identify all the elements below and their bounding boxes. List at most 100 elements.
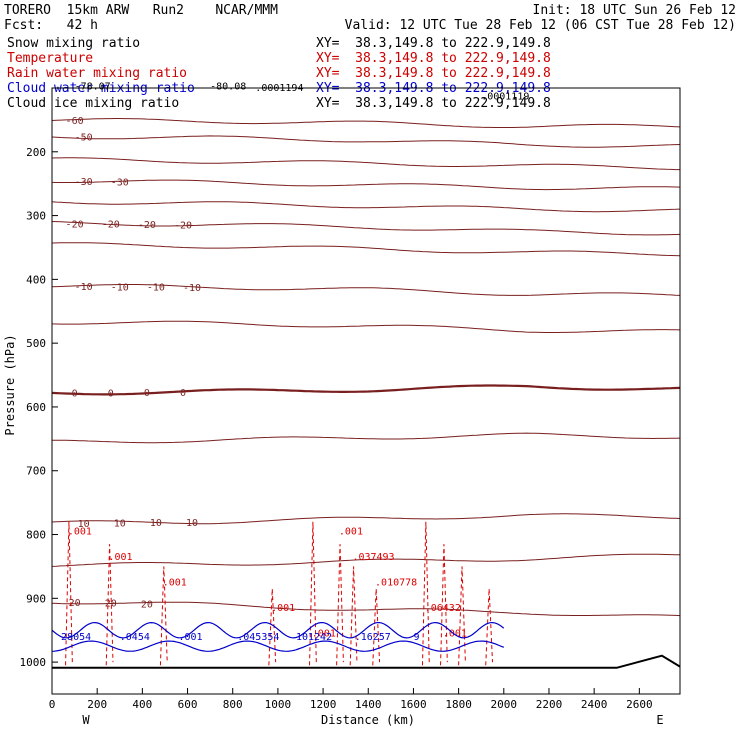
temperature-contour-line bbox=[51, 601, 681, 617]
temperature-contour-label: 0 bbox=[180, 388, 186, 399]
temperature-contour-line bbox=[51, 384, 681, 396]
legend-cloud-ice: Cloud ice mixing ratio bbox=[7, 96, 180, 111]
legend-temperature-xy: XY= 38.3,149.8 to 222.9,149.8 bbox=[316, 51, 551, 66]
cloud-water-contour-label: .045354 bbox=[237, 632, 279, 643]
rain-contour-line bbox=[421, 521, 430, 666]
x-tick-label: 1400 bbox=[355, 698, 382, 711]
rain-contour-label: .001 bbox=[312, 629, 336, 640]
temperature-contour-line bbox=[52, 432, 681, 444]
rain-contour-line bbox=[485, 588, 494, 666]
cloud-water-contour-line bbox=[51, 640, 505, 652]
y-tick-label: 200 bbox=[26, 146, 46, 159]
rain-contour-line bbox=[105, 544, 114, 666]
temperature-contour-label: -20 bbox=[174, 220, 192, 231]
temperature-contour-label: 20 bbox=[69, 598, 81, 609]
rain-contour-label: .037493 bbox=[352, 552, 394, 563]
terrain bbox=[52, 654, 681, 669]
rain-contour-label: .010778 bbox=[375, 578, 417, 589]
y-axis-label: Pressure (hPa) bbox=[3, 334, 17, 435]
y-tick-label: 600 bbox=[26, 401, 46, 414]
temperature-contour-line bbox=[51, 284, 681, 296]
x-tick-label: 2600 bbox=[626, 698, 653, 711]
cloud-water-contour-label: .0454 bbox=[120, 632, 150, 643]
legend-rain-xy: XY= 38.3,149.8 to 222.9,149.8 bbox=[316, 66, 551, 81]
temperature-contour-label: 10 bbox=[150, 518, 162, 529]
legend-snow: Snow mixing ratio bbox=[7, 36, 141, 51]
terrain-line bbox=[52, 654, 681, 669]
y-tick-label: 300 bbox=[26, 210, 46, 223]
temperature-contour-line bbox=[51, 221, 681, 236]
temperature-contour-label: 10 bbox=[186, 518, 198, 529]
rain-contour-label: .001 bbox=[339, 527, 363, 538]
x-tick-label: 800 bbox=[223, 698, 243, 711]
header-line1-right: Init: 18 UTC Sun 26 Feb 12 bbox=[532, 3, 737, 18]
cloud-water-contour-label: .16257 bbox=[355, 632, 391, 643]
x-tick-label: 400 bbox=[132, 698, 152, 711]
cloud-ice-contour-label: .0001119 bbox=[481, 91, 529, 102]
rain-contour-line bbox=[65, 521, 73, 666]
x-end-label-right: E bbox=[656, 713, 663, 727]
temperature-contour-label: -10 bbox=[147, 283, 165, 294]
temperature-contour-label: 0 bbox=[72, 389, 78, 400]
y-tick-label: 1000 bbox=[20, 656, 47, 669]
header-line1-left: TORERO 15km ARW Run2 NCAR/MMM bbox=[4, 3, 278, 18]
legend-snow-xy: XY= 38.3,149.8 to 222.9,149.8 bbox=[316, 36, 551, 51]
x-tick-label: 1000 bbox=[265, 698, 292, 711]
cloud-water-contour-label: 28054 bbox=[61, 632, 91, 643]
temperature-contour-label: 20 bbox=[105, 599, 117, 610]
rain-contour-line bbox=[458, 566, 466, 666]
temperature-contour-line bbox=[51, 242, 681, 257]
header-line2-right: Valid: 12 UTC Tue 28 Feb 12 (06 CST Tue … bbox=[344, 18, 736, 33]
legend-rain: Rain water mixing ratio bbox=[7, 66, 188, 81]
x-tick-label: 1600 bbox=[400, 698, 427, 711]
y-tick-label: 700 bbox=[26, 465, 46, 478]
x-tick-label: 600 bbox=[178, 698, 198, 711]
temperature-contour-line bbox=[51, 157, 680, 171]
legend-temperature: Temperature bbox=[7, 51, 94, 66]
temperature-contour-label: 20 bbox=[141, 599, 153, 610]
plot-frame bbox=[51, 87, 681, 695]
temperature-contour-label: 0 bbox=[144, 388, 150, 399]
axis-ticks: 0 200 400 600 800 1000 1200 1400 1600 1800 2000 220… bbox=[20, 146, 653, 711]
temperature-contour-label: 0 bbox=[108, 388, 114, 399]
y-tick-label: 800 bbox=[26, 529, 46, 542]
cloud-ice-contour-label: .0001194 bbox=[255, 83, 303, 94]
rain-contour-line bbox=[336, 544, 344, 666]
rain-contour-label: .001 bbox=[163, 578, 187, 589]
temperature-contours: -60 -50 -30 -30 -20 -20 -20 -20 -10 -10 -10 -10 0 0 0 0… bbox=[51, 116, 681, 617]
temperature-contour-line bbox=[51, 135, 681, 148]
cloud-water-contour-label: .001 bbox=[179, 632, 203, 643]
cloud-water-contour-label: 9 bbox=[413, 632, 419, 643]
temperature-contour-label: -20 bbox=[66, 219, 84, 230]
cloud-water-contour-line bbox=[51, 621, 505, 639]
temperature-contour-label: -10 bbox=[75, 282, 93, 293]
cloud-water-contours: 28054 .0454 .001 .045354 101242 .16257 9 .00011… bbox=[51, 81, 529, 652]
x-axis-label: Distance (km) bbox=[321, 713, 415, 727]
cloud-ice-contour-label: -78.07 bbox=[75, 81, 111, 92]
cloud-ice-contour-label: -80.08 bbox=[210, 81, 246, 92]
temperature-contour-label: -30 bbox=[75, 177, 93, 188]
x-tick-label: 200 bbox=[87, 698, 107, 711]
temperature-contour-line bbox=[51, 179, 681, 191]
x-tick-label: 2200 bbox=[536, 698, 563, 711]
x-tick-label: 0 bbox=[49, 698, 56, 711]
temperature-contour-line bbox=[51, 201, 681, 213]
rain-contour-label: .001 bbox=[271, 603, 295, 614]
temperature-contour-label: -10 bbox=[111, 282, 129, 293]
x-tick-label: 1200 bbox=[310, 698, 337, 711]
x-end-label-left: W bbox=[82, 713, 90, 727]
plot-border bbox=[51, 87, 681, 695]
temperature-contour-line bbox=[51, 553, 681, 567]
y-tick-label: 900 bbox=[26, 592, 46, 605]
temperature-contour-label: -50 bbox=[75, 133, 93, 144]
temperature-contour-label: -60 bbox=[66, 116, 84, 127]
rain-contour-line bbox=[349, 566, 358, 666]
header-line2-left: Fcst: 42 h bbox=[4, 18, 98, 33]
y-tick-label: 400 bbox=[26, 273, 46, 286]
y-tick-label: 500 bbox=[26, 337, 46, 350]
rain-contour-line bbox=[440, 544, 448, 666]
x-tick-label: 2400 bbox=[581, 698, 608, 711]
temperature-contour-label: -20 bbox=[138, 220, 156, 231]
temperature-contour-label: 10 bbox=[114, 518, 126, 529]
